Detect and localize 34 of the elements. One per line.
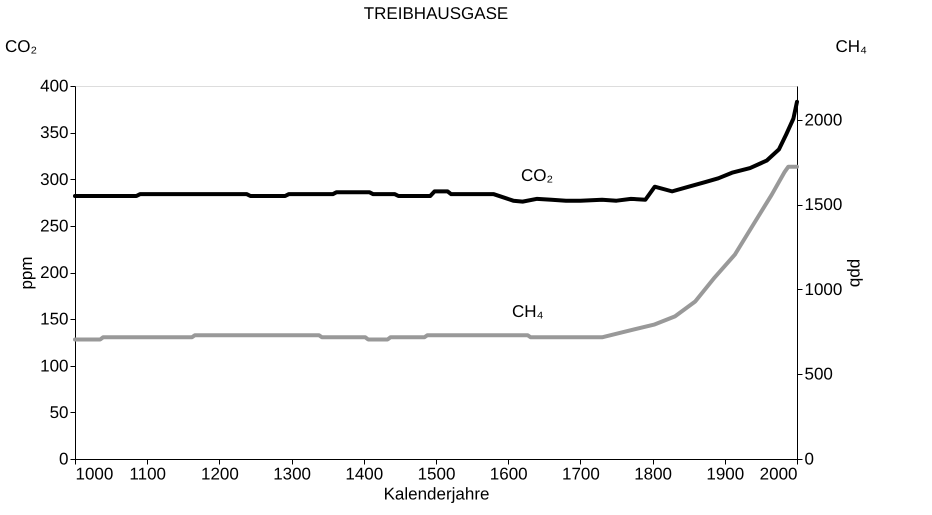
y-tick-label: 300 bbox=[40, 170, 68, 189]
y-tick-label: 100 bbox=[40, 356, 68, 376]
y-tick-label: 400 bbox=[40, 76, 68, 96]
y2-tick-label: 2000 bbox=[804, 110, 842, 130]
x-tick-label: 2000 bbox=[760, 464, 798, 484]
y2-tick-label: 1500 bbox=[804, 195, 842, 214]
text: CO₂ bbox=[5, 37, 38, 56]
chart-title: TREIBHAUSGASE bbox=[364, 4, 508, 23]
x-tick-label: 1500 bbox=[418, 464, 456, 484]
x-tick-label: 1100 bbox=[129, 464, 166, 484]
y2-axis-title: ppb bbox=[846, 258, 866, 288]
x-tick-label: 1000 bbox=[76, 464, 114, 484]
text: CH₄ bbox=[836, 37, 868, 56]
x-tick-label: 1400 bbox=[345, 464, 384, 484]
y2-tick-label: 0 bbox=[804, 450, 814, 468]
x-tick-label: 1300 bbox=[273, 464, 312, 484]
y-axis-title: ppm bbox=[17, 256, 36, 290]
series-label: CH₄ bbox=[512, 302, 544, 322]
y2-tick-label: 500 bbox=[804, 364, 833, 384]
y-tick-label: 50 bbox=[50, 402, 68, 422]
x-tick-label: 1600 bbox=[490, 464, 528, 484]
y-tick-label: 350 bbox=[40, 123, 68, 142]
y-tick-label: 150 bbox=[40, 310, 68, 329]
y-tick-label: 250 bbox=[40, 216, 68, 236]
x-tick-label: 1800 bbox=[634, 464, 672, 484]
y-tick-label: 200 bbox=[40, 263, 68, 282]
y2-tick-label: 1000 bbox=[804, 280, 842, 299]
series-label: CO₂ bbox=[521, 166, 554, 185]
x-tick-label: 1700 bbox=[562, 464, 600, 484]
x-tick-label: 1200 bbox=[200, 464, 239, 484]
line-series bbox=[73, 164, 799, 342]
x-axis-title: Kalenderjahre bbox=[384, 484, 490, 504]
y-tick-label: 0 bbox=[59, 450, 68, 468]
x-tick-label: 1900 bbox=[706, 464, 744, 484]
